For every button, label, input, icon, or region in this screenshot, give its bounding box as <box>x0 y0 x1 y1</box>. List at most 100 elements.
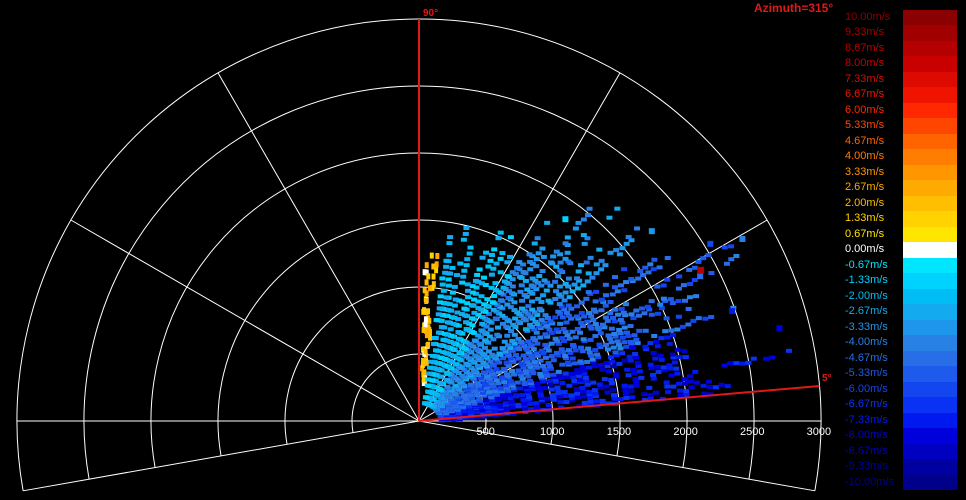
velocity-cell <box>424 309 429 316</box>
velocity-cell <box>566 383 573 388</box>
velocity-cell <box>471 310 478 315</box>
velocity-cell <box>670 384 677 389</box>
velocity-cell <box>681 349 688 354</box>
velocity-cell <box>491 294 498 299</box>
velocity-cell <box>445 277 452 282</box>
velocity-cell <box>470 385 477 390</box>
velocity-cell <box>504 333 511 338</box>
velocity-cell <box>724 384 731 389</box>
velocity-cell <box>614 206 621 211</box>
velocity-cell <box>582 403 589 408</box>
velocity-cell <box>515 319 522 324</box>
velocity-cell <box>522 369 529 374</box>
velocity-cell <box>436 300 443 305</box>
velocity-cell <box>592 334 599 339</box>
velocity-cell <box>427 328 432 335</box>
velocity-cell <box>538 300 545 305</box>
legend-label: 10.00m/s <box>845 11 891 23</box>
velocity-cell <box>558 294 565 299</box>
velocity-cell <box>513 353 520 358</box>
velocity-cell <box>553 264 560 269</box>
legend-label: -4.67m/s <box>845 351 888 364</box>
velocity-cell <box>510 322 517 327</box>
velocity-cell <box>503 324 510 329</box>
velocity-cell <box>745 360 752 365</box>
velocity-cell <box>552 315 559 320</box>
velocity-cell <box>617 331 624 336</box>
legend-swatch <box>903 335 957 352</box>
velocity-cell <box>504 302 511 307</box>
velocity-cell <box>611 396 618 401</box>
velocity-cell <box>542 369 549 374</box>
velocity-cell <box>527 402 534 407</box>
legend-label: -6.00m/s <box>845 382 888 395</box>
velocity-cell <box>556 292 563 297</box>
velocity-cell <box>475 312 482 317</box>
velocity-cell <box>584 359 591 364</box>
velocity-cell <box>693 294 700 299</box>
velocity-cell <box>557 260 564 265</box>
velocity-cell <box>585 271 592 276</box>
range-tick-label: 1000 <box>540 426 564 438</box>
velocity-cell <box>422 287 427 294</box>
velocity-cell <box>533 403 540 408</box>
velocity-cell <box>555 329 562 334</box>
velocity-cell <box>623 330 630 335</box>
velocity-cell <box>691 265 698 270</box>
velocity-cell <box>651 257 658 262</box>
velocity-cell <box>547 283 554 288</box>
velocity-cell <box>451 284 458 289</box>
velocity-cell <box>589 357 596 362</box>
velocity-cell <box>537 371 544 376</box>
velocity-cell <box>511 308 518 313</box>
velocity-cell <box>562 256 569 261</box>
velocity-cell <box>546 378 553 383</box>
legend-swatch <box>903 366 957 383</box>
velocity-cell <box>549 321 556 326</box>
velocity-cell <box>668 373 675 378</box>
velocity-cell <box>592 322 599 327</box>
velocity-cell <box>524 389 531 394</box>
legend-swatch <box>903 10 957 26</box>
velocity-cell <box>573 387 580 392</box>
velocity-cell <box>667 297 674 302</box>
legend-label: 9.33m/s <box>845 26 885 39</box>
velocity-cell <box>587 324 594 329</box>
velocity-cell <box>592 348 599 353</box>
velocity-cell <box>697 273 704 280</box>
velocity-cell <box>533 264 540 269</box>
velocity-cell <box>492 288 499 293</box>
velocity-cell <box>629 279 636 284</box>
velocity-cell <box>561 390 568 395</box>
velocity-cell <box>543 372 550 377</box>
velocity-cell <box>635 363 642 368</box>
velocity-cell <box>523 387 530 392</box>
velocity-cell <box>503 407 510 412</box>
velocity-cell <box>479 321 486 326</box>
velocity-cell <box>449 411 456 416</box>
velocity-cell <box>505 375 512 380</box>
velocity-cell <box>555 341 562 346</box>
velocity-cell <box>605 369 612 374</box>
velocity-cell <box>507 356 514 361</box>
velocity-cell <box>559 315 566 320</box>
velocity-cell <box>568 396 575 401</box>
velocity-cell <box>488 285 495 290</box>
velocity-cell <box>574 326 581 331</box>
velocity-cell <box>670 332 677 337</box>
velocity-cell <box>499 321 506 326</box>
velocity-cell <box>463 263 470 268</box>
velocity-cell <box>614 339 621 344</box>
velocity-cell <box>443 264 450 269</box>
velocity-cell <box>501 379 508 384</box>
velocity-cell <box>651 333 658 338</box>
velocity-cell <box>454 310 461 315</box>
velocity-cell <box>492 409 499 414</box>
velocity-cell <box>442 270 449 275</box>
velocity-cell <box>577 359 584 364</box>
velocity-cell <box>521 293 528 298</box>
velocity-cell <box>455 336 462 341</box>
velocity-cell <box>427 317 432 324</box>
velocity-cell <box>457 400 464 405</box>
velocity-cell <box>708 271 715 276</box>
